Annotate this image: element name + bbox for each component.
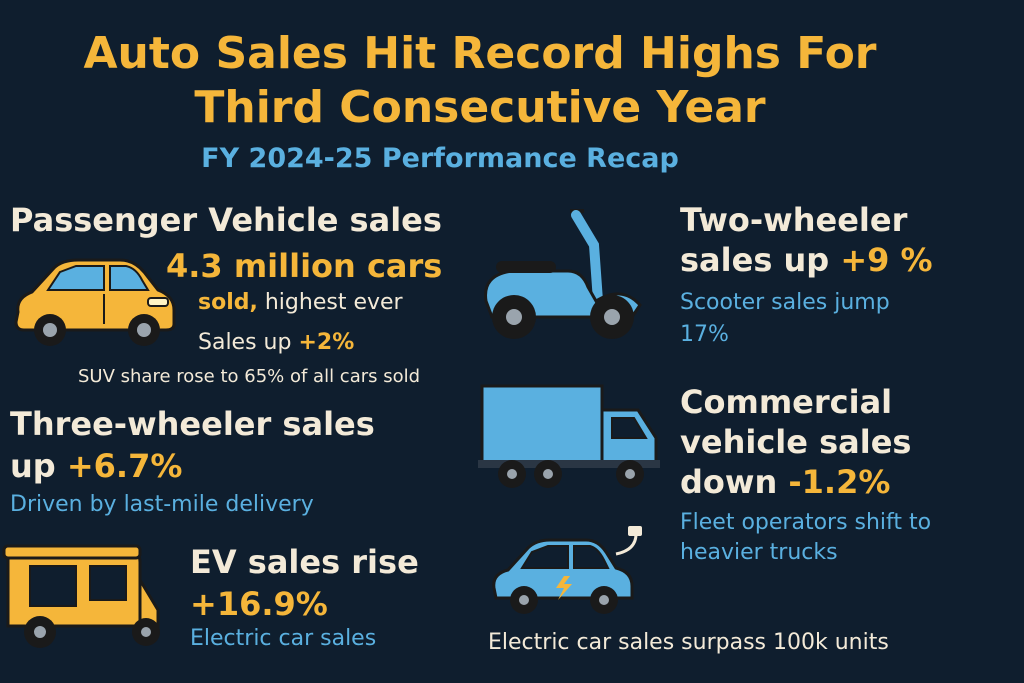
electric-car-icon (492, 526, 642, 614)
truck-icon (478, 384, 660, 488)
title-line-1: Auto Sales Hit Record Highs For (83, 28, 877, 79)
three-wheeler-up-word: up (10, 447, 56, 485)
two-wheeler-note-1: Scooter sales jump (680, 290, 890, 315)
two-wheeler-note-2: 17% (680, 322, 729, 347)
two-wheeler-sales-up: sales up (680, 241, 830, 279)
three-wheeler-change: +6.7% (66, 447, 183, 485)
passenger-heading: Passenger Vehicle sales (10, 201, 442, 239)
passenger-sold-word: sold, (198, 290, 258, 315)
ev-footer-note: Electric car sales surpass 100k units (488, 630, 889, 655)
commercial-down-word: down (680, 463, 778, 501)
passenger-highest-text: highest ever (264, 290, 403, 315)
commercial-note-2: heavier trucks (680, 540, 838, 565)
scooter-icon (484, 209, 642, 339)
ev-note: Electric car sales (190, 626, 377, 651)
commercial-heading-1: Commercial (680, 383, 893, 421)
passenger-sales-up-value: +2% (298, 330, 355, 355)
commercial-heading-2: vehicle sales (680, 423, 912, 461)
passenger-sales-up-label: Sales up (198, 330, 292, 355)
car-icon (14, 258, 176, 346)
ev-change: +16.9% (190, 585, 328, 623)
ev-heading: EV sales rise (190, 543, 419, 581)
three-wheeler-heading: Three-wheeler sales (10, 405, 375, 443)
subtitle: FY 2024-25 Performance Recap (201, 143, 679, 174)
two-wheeler-change: +9 % (840, 241, 933, 279)
three-wheeler-note: Driven by last-mile delivery (10, 492, 314, 517)
suv-note: SUV share rose to 65% of all cars sold (78, 366, 421, 387)
title-line-2: Third Consecutive Year (194, 82, 766, 133)
passenger-big-value: 4.3 million cars (166, 247, 443, 285)
commercial-note-1: Fleet operators shift to (680, 510, 932, 535)
commercial-change: -1.2% (788, 463, 891, 501)
two-wheeler-heading: Two-wheeler (680, 201, 908, 239)
auto-rickshaw-icon (2, 544, 160, 648)
